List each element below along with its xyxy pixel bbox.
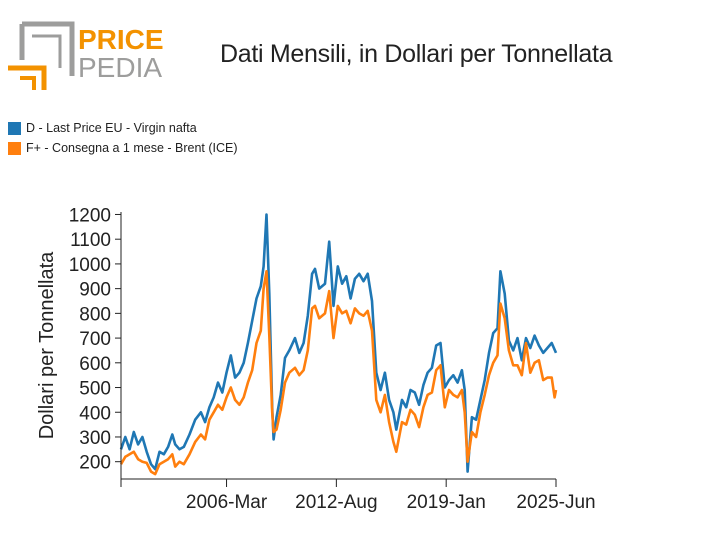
x-tick-label-2: 2019-Jan (407, 492, 486, 513)
legend-item-naphtha[interactable]: D - Last Price EU - Virgin nafta (8, 118, 238, 138)
legend-swatch-naphtha (8, 121, 21, 135)
logo-pedia-text: PEDIA (78, 52, 162, 83)
series-line-0 (119, 213, 558, 473)
chart-title: Dati Mensili, in Dollari per Tonnellata (220, 40, 613, 68)
y-tick-label-200: 200 (79, 453, 111, 474)
y-tick-label-800: 800 (79, 304, 111, 325)
y-tick-label-300: 300 (79, 428, 111, 449)
legend-label-naphtha: D - Last Price EU - Virgin nafta (26, 121, 197, 135)
y-axis-label: Dollari per Tonnellata (36, 251, 58, 439)
series-line-1 (119, 269, 558, 476)
y-tick-label-700: 700 (79, 329, 111, 350)
y-tick-label-1100: 1100 (70, 230, 111, 251)
pricepedia-logo: PRICE PEDIA (8, 21, 164, 90)
logo-orange-inner (20, 76, 36, 90)
legend-item-brent[interactable]: F+ - Consegna a 1 mese - Brent (ICE) (8, 138, 238, 158)
logo-orange-bracket (8, 65, 47, 90)
y-tick-label-400: 400 (79, 403, 111, 424)
logo-gray-inner (32, 34, 62, 68)
logo-gray-bracket (19, 21, 75, 76)
legend-label-brent: F+ - Consegna a 1 mese - Brent (ICE) (26, 141, 238, 155)
y-tick-label-900: 900 (79, 280, 111, 301)
x-tick-label-0: 2006-Mar (186, 492, 268, 513)
x-tick-label-1: 2012-Aug (295, 492, 377, 513)
y-tick-label-600: 600 (79, 354, 111, 375)
legend: D - Last Price EU - Virgin nafta F+ - Co… (8, 118, 238, 158)
legend-swatch-brent (8, 141, 21, 155)
y-tick-label-500: 500 (79, 379, 111, 400)
y-tick-label-1000: 1000 (69, 255, 111, 276)
logo-price-text: PRICE (78, 24, 164, 55)
y-tick-label-1200: 1200 (69, 205, 111, 226)
x-tick-label-3: 2025-Jun (516, 492, 595, 513)
